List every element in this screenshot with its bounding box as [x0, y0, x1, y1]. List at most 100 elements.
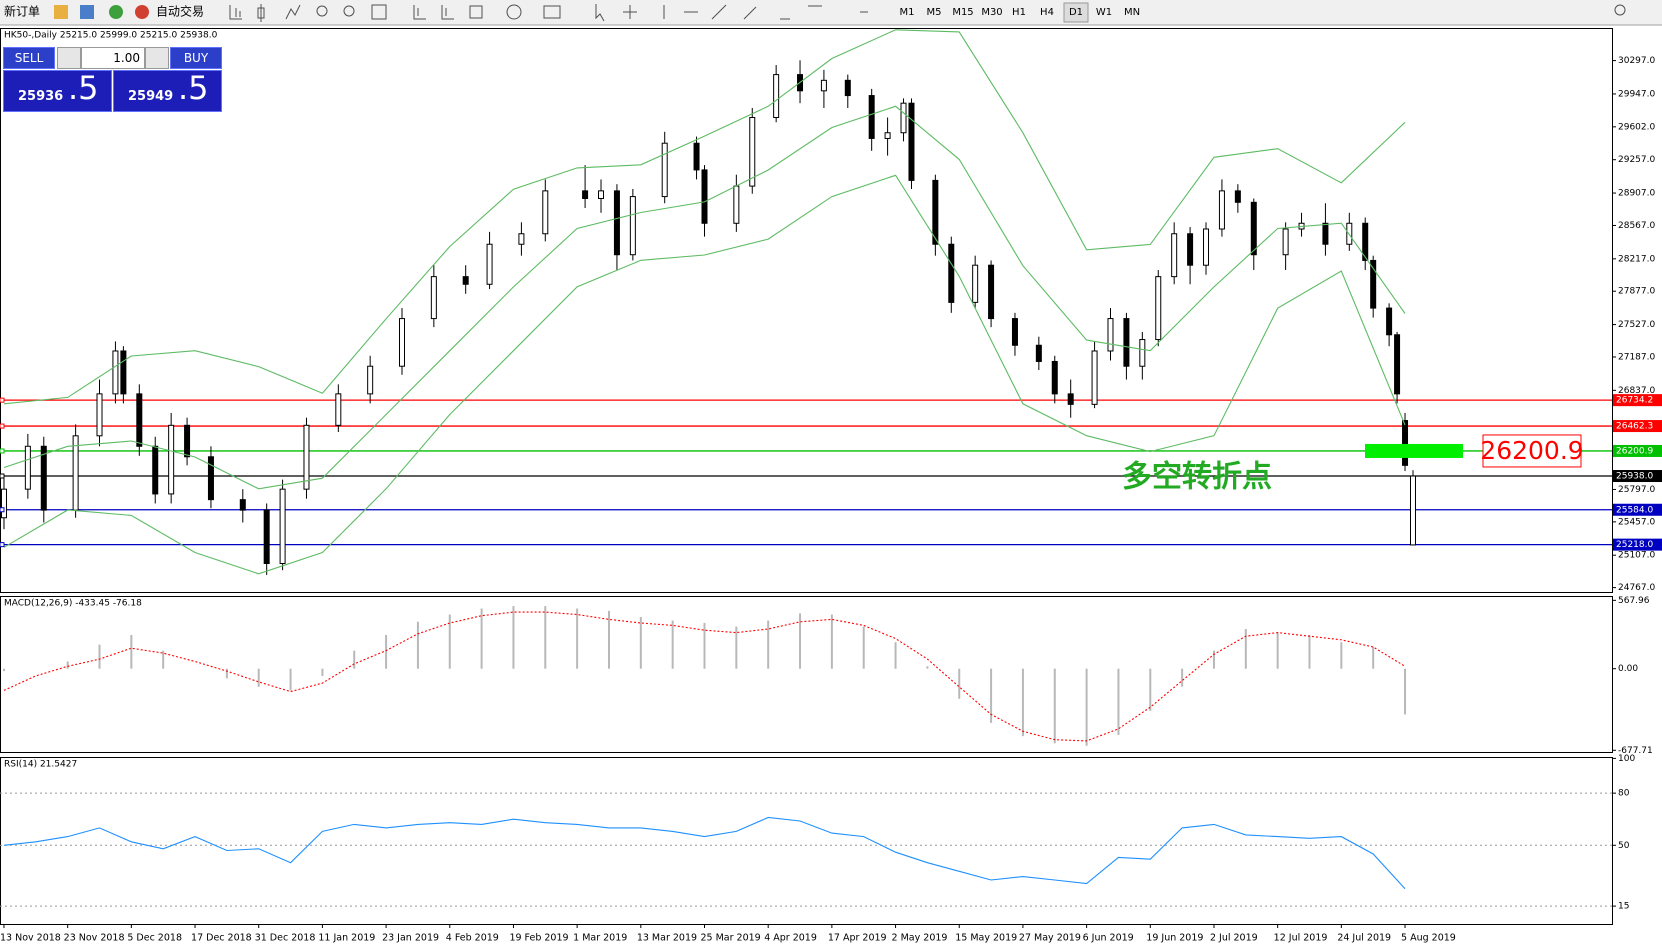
- histogram-bar: [321, 668, 324, 676]
- price-tag-label: 25584.0: [1616, 505, 1653, 515]
- y-tick-label: 30297.0: [1618, 56, 1655, 66]
- timeframe-button[interactable]: M30: [981, 7, 1002, 18]
- candle-body: [908, 102, 915, 181]
- histogram-bar: [1181, 668, 1184, 687]
- y-tick-label: 29257.0: [1618, 155, 1655, 165]
- candle-body: [430, 276, 437, 320]
- candle-body: [661, 142, 668, 198]
- tool-icon[interactable]: [543, 5, 561, 19]
- timeframe-button[interactable]: M1: [900, 7, 915, 18]
- toolbar-icon[interactable]: [109, 5, 123, 19]
- toolbar-icon[interactable]: [80, 5, 94, 19]
- sell-price-box[interactable]: 25936 .5: [3, 69, 112, 112]
- lot-input[interactable]: 1.00: [81, 47, 145, 69]
- candle-body: [1091, 350, 1098, 405]
- timeframe-button[interactable]: M15: [952, 7, 973, 18]
- lot-up[interactable]: [145, 47, 169, 69]
- tool-icon[interactable]: [229, 5, 242, 20]
- candle-body: [1011, 318, 1018, 346]
- pivot-marker: [1365, 443, 1463, 458]
- histogram-bar: [830, 614, 833, 669]
- auto-trade-button[interactable]: 自动交易: [156, 4, 204, 19]
- histogram-bar: [66, 661, 69, 669]
- indicator-line: [3, 816, 1406, 890]
- price-tag-label: 25938.0: [1616, 472, 1653, 482]
- candle-body: [486, 243, 493, 285]
- histogram-bar: [958, 668, 961, 699]
- tool-icon[interactable]: [316, 5, 328, 17]
- toolbar-icon[interactable]: [135, 5, 149, 19]
- buy-button[interactable]: BUY: [170, 47, 222, 69]
- y-tick-label: -677.71: [1618, 746, 1653, 756]
- price-line-handle: [0, 507, 5, 513]
- candle-body: [749, 116, 756, 187]
- histogram-bar: [2, 668, 5, 672]
- pivot-label: 26200.9: [1480, 436, 1583, 465]
- tool-icon[interactable]: [371, 4, 387, 20]
- tool-icon[interactable]: [413, 5, 426, 20]
- tool-icon[interactable]: [257, 4, 265, 22]
- plot-area: [0, 792, 1612, 907]
- one-click-trading: SELL 1.00 BUY 25936 .5 25949 .5: [3, 47, 222, 112]
- candle-body: [1218, 190, 1225, 230]
- x-tick-label: 27 May 2019: [1019, 933, 1081, 944]
- y-tick-label: 27877.0: [1618, 287, 1655, 297]
- tool-icon[interactable]: [663, 4, 868, 20]
- histogram-bar: [416, 621, 419, 669]
- tool-icon[interactable]: [595, 4, 605, 22]
- search-icon[interactable]: [1614, 4, 1626, 16]
- timeframe-button[interactable]: H4: [1040, 7, 1054, 18]
- y-tick-label: 0.00: [1618, 664, 1638, 674]
- timeframe-button[interactable]: H1: [1012, 7, 1026, 18]
- tool-icon[interactable]: [343, 5, 355, 17]
- candle-body: [1370, 259, 1377, 309]
- x-tick-label: 19 Jun 2019: [1146, 933, 1203, 944]
- price-tag-label: 26200.9: [1616, 446, 1653, 456]
- tool-icon[interactable]: [506, 4, 522, 20]
- x-tick-label: 1 Mar 2019: [573, 933, 627, 944]
- tool-icon[interactable]: [469, 5, 483, 19]
- y-tick-label: 50: [1618, 841, 1630, 851]
- tool-icon[interactable]: [623, 5, 637, 19]
- sell-price-fraction: .5: [68, 69, 99, 107]
- toolbar-icon[interactable]: [54, 5, 68, 19]
- histogram-bar: [767, 620, 770, 669]
- candle-body: [303, 424, 310, 490]
- sell-button[interactable]: SELL: [3, 47, 55, 69]
- timeframe-button[interactable]: MN: [1124, 7, 1140, 18]
- panel-title: MACD(12,26,9) -433.45 -76.18: [4, 599, 142, 609]
- indicator-line: [3, 29, 1406, 405]
- histogram-bar: [607, 610, 610, 669]
- candle-body: [1394, 334, 1401, 395]
- candle-body: [168, 424, 175, 495]
- timeframe-button[interactable]: M5: [927, 7, 942, 18]
- x-tick-label: 13 Mar 2019: [637, 933, 697, 944]
- candle-body: [399, 318, 406, 367]
- indicator-line: [3, 105, 1406, 490]
- tool-icon[interactable]: [285, 4, 301, 20]
- histogram-bar: [894, 642, 897, 669]
- histogram-bar: [1117, 668, 1120, 735]
- histogram-bar: [1340, 642, 1343, 669]
- buy-price-box[interactable]: 25949 .5: [113, 69, 222, 112]
- price-tag-label: 25218.0: [1616, 540, 1653, 550]
- y-tick-label: 29947.0: [1618, 89, 1655, 99]
- panel-frame: [0, 28, 1613, 593]
- lot-down[interactable]: [57, 47, 81, 69]
- x-tick-label: 6 Jun 2019: [1083, 933, 1134, 944]
- histogram-bar: [926, 666, 929, 669]
- tool-icon[interactable]: [441, 5, 454, 20]
- candle-body: [1409, 475, 1416, 546]
- candle-body: [1203, 228, 1210, 266]
- candle-body: [629, 196, 636, 256]
- candle-body: [279, 488, 286, 565]
- candle-body: [693, 142, 700, 171]
- timeframe-button[interactable]: D1: [1069, 7, 1083, 18]
- candle-body: [868, 95, 875, 139]
- histogram-bar: [990, 668, 993, 723]
- x-tick-label: 17 Dec 2018: [191, 933, 252, 944]
- price-line-handle: [0, 448, 5, 454]
- y-tick-label: 28567.0: [1618, 221, 1655, 231]
- new-order-button[interactable]: 新订单: [4, 4, 40, 19]
- timeframe-button[interactable]: W1: [1096, 7, 1112, 18]
